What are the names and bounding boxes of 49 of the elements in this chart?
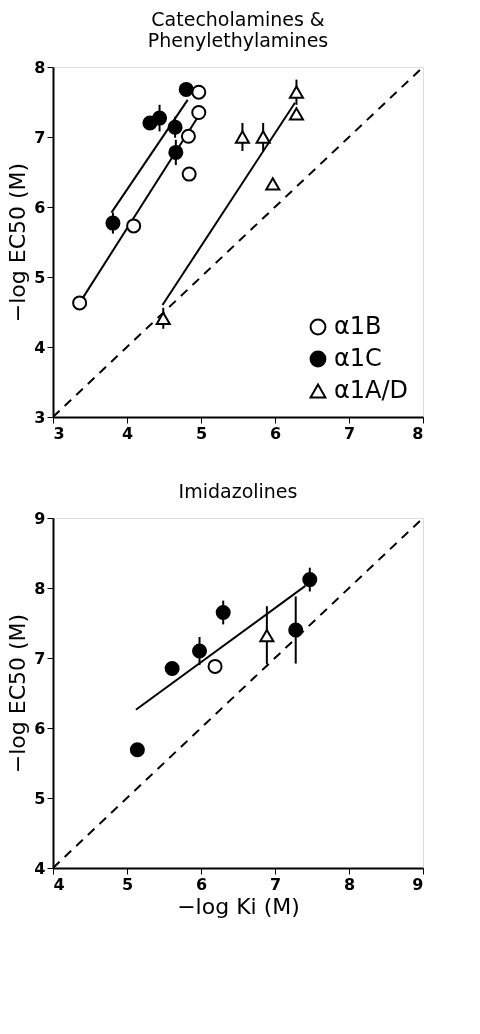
x-tick-label: 6 (269, 423, 282, 443)
point (288, 107, 304, 121)
point (178, 81, 194, 97)
point (288, 85, 304, 99)
x-tick-label: 9 (412, 874, 424, 894)
x-tick-label: 5 (121, 874, 134, 894)
x-tick-label: 7 (269, 874, 282, 894)
y-tick-label: 5 (34, 788, 46, 808)
point (72, 295, 88, 311)
x-tick-label: 8 (412, 423, 424, 443)
point (234, 130, 250, 144)
x-tick-label: 6 (195, 874, 208, 894)
legend-label: α1A/D (334, 376, 409, 404)
point (180, 128, 196, 144)
x-axis-title: −log Ki (M) (177, 893, 300, 919)
x-tick-label: 4 (53, 874, 65, 894)
legend-label: α1B (334, 312, 382, 340)
point (167, 119, 183, 135)
y-tick-label: 8 (34, 57, 46, 77)
y-axis-title: −log EC50 (M) (5, 613, 31, 774)
x-tick-label: 4 (121, 423, 134, 443)
point (126, 218, 142, 234)
y-tick-label: 7 (34, 648, 46, 668)
y-tick-label: 3 (34, 407, 46, 427)
y-tick-label: 9 (34, 508, 46, 528)
point (265, 177, 281, 191)
y-tick-label: 7 (34, 127, 46, 147)
point (168, 144, 184, 160)
y-tick-label: 6 (34, 718, 46, 738)
x-tick-label: 5 (195, 423, 208, 443)
point (255, 130, 271, 144)
x-tick-label: 7 (343, 423, 356, 443)
x-tick-label: 8 (343, 874, 356, 894)
y-tick-label: 4 (34, 858, 46, 878)
chart-title: Imidazolines (178, 480, 298, 502)
y-tick-label: 6 (34, 197, 46, 217)
point (191, 104, 207, 121)
chart-title: Catecholamines & Phenylethylamines (147, 8, 329, 51)
point (155, 311, 171, 325)
x-tick-label: 3 (53, 423, 65, 443)
point (152, 110, 168, 126)
point (105, 215, 121, 231)
y-axis-title: −log EC50 (M) (5, 162, 31, 323)
legend-label: α1C (334, 344, 382, 372)
y-tick-label: 5 (34, 267, 46, 287)
y-tick-label: 4 (34, 337, 46, 357)
y-tick-label: 8 (34, 578, 46, 598)
point (191, 84, 207, 100)
point (181, 166, 197, 182)
